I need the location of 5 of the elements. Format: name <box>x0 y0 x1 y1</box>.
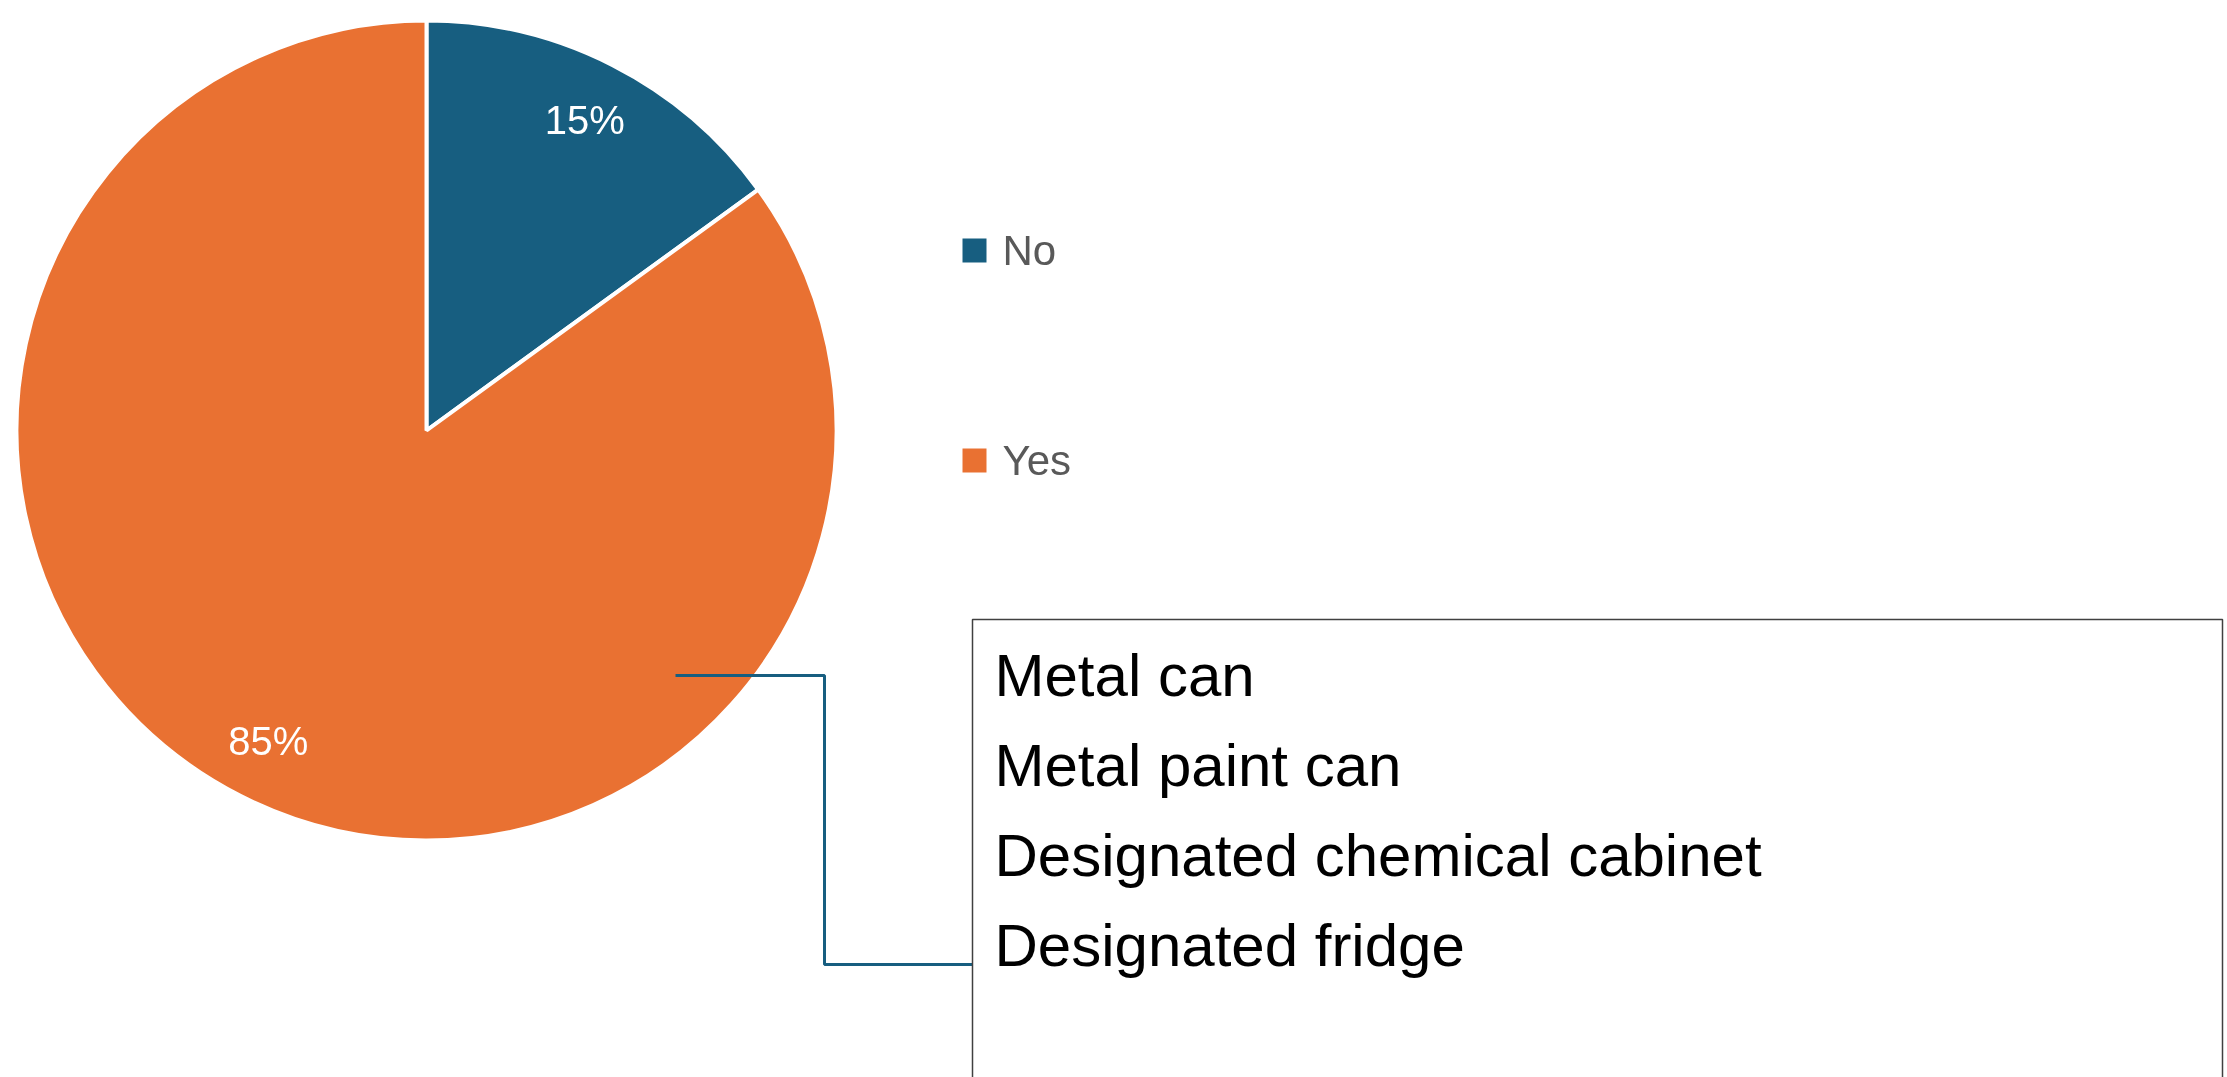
data-label: 85% <box>228 719 309 764</box>
text: Metal can Metal paint can Designated chemical cabinet Designated fridge <box>994 642 1762 979</box>
data-label: 15% <box>544 97 625 142</box>
legend-label: No <box>1002 227 1057 274</box>
legend-label: Yes <box>1002 437 1072 484</box>
